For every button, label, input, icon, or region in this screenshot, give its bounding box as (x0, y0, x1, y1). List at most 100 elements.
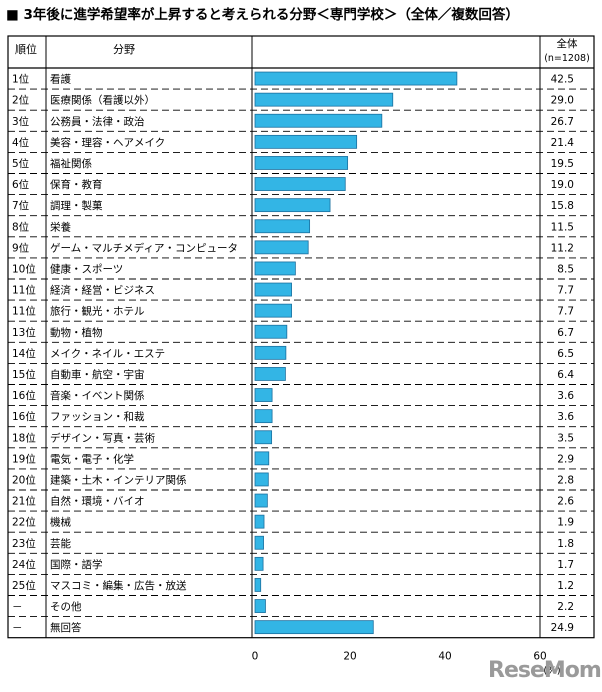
bar (254, 134, 358, 149)
field-label: 自動車・航空・宇宙 (50, 368, 145, 381)
bar (254, 578, 262, 592)
resemom-watermark-logo: ReseMom (488, 658, 602, 683)
value-label: 2.6 (557, 496, 574, 508)
field-label: 自然・環境・バイオ (50, 495, 145, 508)
rank-label: 9位 (12, 241, 30, 254)
table-grid (7, 35, 595, 639)
field-label: メイク・ネイル・エステ (50, 348, 165, 360)
bar (254, 535, 264, 550)
value-label: 15.8 (551, 200, 574, 212)
field-label: 機械 (50, 516, 71, 529)
rank-label: 11位 (12, 305, 36, 318)
field-label: 美容・理容・ヘアメイク (50, 136, 165, 149)
rank-label: 6位 (12, 178, 30, 191)
value-label: 1.8 (557, 538, 574, 550)
value-label: 26.7 (551, 116, 574, 128)
field-label: 動物・植物 (50, 326, 103, 339)
rank-label: 24位 (12, 558, 36, 571)
field-label: 調理・製菓 (50, 199, 103, 212)
value-label: 6.5 (557, 348, 574, 360)
rank-label: 1位 (12, 73, 30, 86)
rank-label: 21位 (12, 495, 36, 508)
value-label: 11.5 (551, 221, 574, 233)
rank-label: 5位 (12, 157, 30, 170)
rank-label: － (12, 622, 23, 634)
field-label: 建築・土木・インテリア関係 (50, 473, 187, 486)
value-label: 21.4 (551, 137, 575, 149)
value-label: 1.7 (557, 559, 574, 571)
rank-label: 11位 (12, 284, 36, 297)
field-label: 経済・経営・ビジネス (50, 284, 155, 297)
field-label: 医療関係（看護以外） (50, 94, 155, 107)
value-label: 11.2 (551, 242, 574, 254)
value-label: 19.5 (551, 158, 574, 170)
field-label: 公務員・法律・政治 (50, 115, 145, 128)
value-label: 6.7 (557, 327, 574, 339)
field-label: 保育・教育 (50, 178, 103, 191)
bar (254, 620, 374, 635)
field-label: マスコミ・編集・広告・放送 (50, 579, 187, 592)
bar (254, 71, 458, 86)
rank-label: 14位 (12, 347, 36, 360)
field-header: 分野 (113, 43, 135, 56)
x-tick-label: 60 (533, 651, 546, 663)
field-label: 芸能 (50, 537, 71, 550)
value-label: 42.5 (551, 74, 574, 86)
rank-label: － (12, 601, 23, 613)
value-label: 7.7 (557, 306, 574, 318)
value-label: 29.0 (551, 95, 574, 107)
rank-label: 16位 (12, 410, 36, 423)
bar (254, 113, 383, 128)
x-axis-unit: (%) (543, 666, 560, 677)
value-label: 8.5 (557, 263, 574, 275)
bar (254, 324, 288, 339)
n-label: (n=1208) (544, 53, 590, 64)
table-border (7, 35, 595, 639)
field-label: 看護 (50, 73, 71, 86)
rank-label: 22位 (12, 516, 36, 529)
chart-title: ■ 3年後に進学希望率が上昇すると考えられる分野＜専門学校＞（全体／複数回答） (6, 7, 519, 23)
bar (254, 514, 265, 529)
field-label: 栄養 (50, 220, 71, 233)
bar (254, 261, 296, 276)
total-header: 全体 (557, 37, 578, 50)
rank-label: 19位 (12, 452, 36, 465)
data-rows: 1位 看護 42.5 2位 医療関係（看護以外） 29.0 3位 公務員・法律・政治 26.7 4… (12, 71, 575, 635)
bar (254, 556, 264, 571)
rank-label: 7位 (12, 199, 30, 212)
value-label: 7.7 (557, 285, 574, 297)
bar (254, 388, 273, 402)
bar (254, 198, 331, 213)
rank-label: 13位 (12, 326, 36, 339)
bar (254, 451, 270, 466)
field-label: 無回答 (50, 621, 82, 634)
value-label: 3.6 (557, 411, 574, 423)
rank-label: 23位 (12, 537, 36, 550)
rank-header: 順位 (15, 42, 37, 56)
rank-label: 4位 (12, 136, 30, 149)
value-label: 19.0 (551, 179, 574, 191)
value-label: 3.6 (557, 390, 574, 402)
bar (254, 177, 346, 191)
rank-label: 8位 (12, 220, 30, 233)
bar (254, 493, 268, 508)
bar (254, 240, 309, 255)
value-label: 1.2 (557, 580, 574, 592)
x-tick-label: 40 (438, 651, 451, 663)
bar (254, 92, 394, 107)
bar (254, 303, 292, 318)
rank-label: 16位 (12, 389, 36, 402)
field-label: ゲーム・マルチメディア・コンピュータ (50, 241, 238, 254)
value-label: 3.5 (557, 432, 574, 444)
field-label: 旅行・観光・ホテル (50, 305, 145, 318)
rank-label: 2位 (12, 94, 30, 107)
bar (254, 409, 273, 424)
rank-label: 18位 (12, 431, 36, 444)
field-label: ファッション・和裁 (50, 410, 145, 423)
field-label: 音楽・イベント関係 (50, 389, 145, 402)
rank-label: 15位 (12, 368, 36, 381)
value-label: 2.8 (557, 474, 574, 486)
bar (254, 219, 311, 234)
bar (254, 367, 286, 381)
field-label: デザイン・写真・芸術 (50, 431, 155, 444)
